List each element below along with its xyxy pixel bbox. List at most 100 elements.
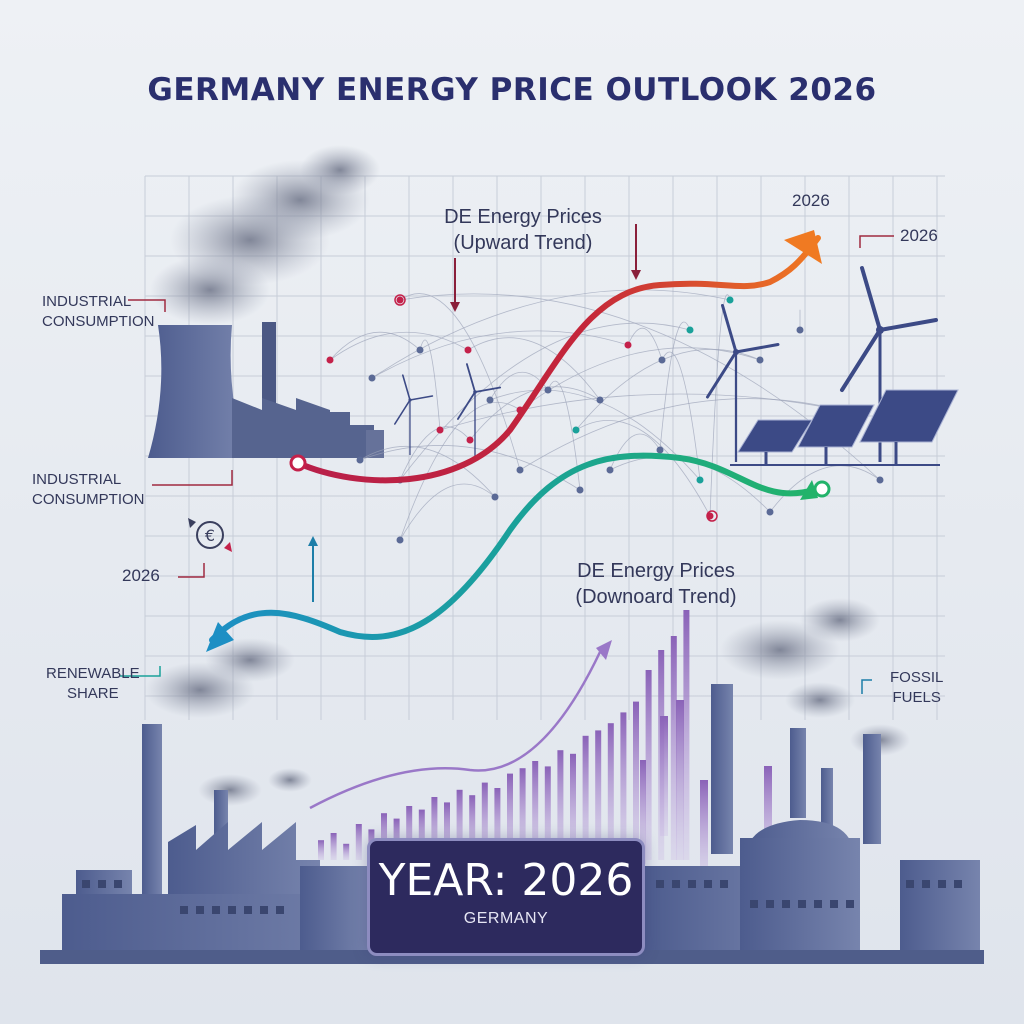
upward-arrow-head	[784, 230, 822, 264]
network-dot	[796, 326, 804, 334]
network-dot	[464, 346, 472, 354]
svg-text:€: €	[205, 526, 215, 545]
bar-column	[570, 753, 576, 860]
bar-column	[660, 716, 668, 836]
network-link	[659, 321, 691, 451]
network-dot	[326, 356, 334, 364]
network-dot	[624, 341, 632, 349]
badge-year: YEAR: 2026	[378, 855, 634, 906]
bar-column	[481, 782, 488, 860]
label-year-top: 2026	[792, 191, 830, 210]
bar-column	[683, 610, 690, 860]
network-link	[371, 330, 629, 379]
network-link	[399, 483, 496, 541]
bar-columns	[318, 610, 772, 880]
power-plant-left	[148, 322, 384, 458]
network-dot	[576, 486, 584, 494]
network-dot	[368, 374, 376, 382]
leader-lines	[120, 235, 894, 694]
bar-column	[633, 701, 639, 860]
network-link	[661, 351, 701, 481]
network-link	[359, 445, 581, 491]
factory-windows	[82, 880, 962, 914]
bar-column	[607, 723, 614, 860]
bar-column	[544, 766, 551, 860]
network-link	[467, 337, 601, 401]
downward-arrow-head	[206, 622, 234, 652]
turbine-blade	[409, 395, 434, 401]
factory-window	[260, 906, 268, 914]
network-dot	[726, 296, 734, 304]
network-dot	[356, 456, 364, 464]
network-link	[329, 331, 469, 361]
turbine-blade	[721, 304, 738, 354]
factory-window	[954, 880, 962, 888]
label-line: INDUSTRIAL	[32, 471, 122, 488]
network-link	[399, 426, 471, 481]
network-dot	[466, 436, 474, 444]
network-lines	[326, 289, 884, 544]
factory-window	[672, 880, 680, 888]
bar-column	[582, 735, 589, 860]
factory-window	[212, 906, 220, 914]
network-link	[575, 420, 711, 517]
network-link	[419, 339, 441, 431]
network-dot	[706, 510, 718, 522]
label-line: CONSUMPTION	[32, 491, 145, 508]
smoke-clouds	[145, 145, 910, 806]
bar-column	[456, 789, 463, 860]
network-link	[439, 393, 841, 431]
purple-trend-arrow	[309, 640, 612, 810]
network-link	[709, 294, 731, 517]
network-dot	[396, 536, 404, 544]
turbine-blade	[456, 391, 476, 420]
bar-column	[640, 760, 646, 864]
factory-window	[906, 880, 914, 888]
factory-window	[798, 900, 806, 908]
downward-trend-curve	[209, 452, 817, 643]
turbine-blade	[393, 399, 411, 425]
bar-column	[381, 813, 387, 860]
network-dot	[686, 326, 694, 334]
turbine-hub	[473, 390, 477, 394]
network-link	[329, 331, 421, 361]
factory-window	[720, 880, 728, 888]
label-fossil-fuels: FOSSIL FUELS	[890, 668, 943, 708]
bar-column	[444, 802, 450, 860]
factory-window	[688, 880, 696, 888]
year-badge: YEAR: 2026 GERMANY	[367, 838, 645, 956]
label-industrial-consumption-mid: INDUSTRIAL CONSUMPTION	[32, 470, 145, 510]
factory-window	[704, 880, 712, 888]
label-line: DE Energy Prices	[577, 560, 735, 582]
label-upward-trend: DE Energy Prices (Upward Trend)	[428, 204, 618, 256]
factory-window	[656, 880, 664, 888]
factory-window	[276, 906, 284, 914]
label-line: INDUSTRIAL	[42, 293, 132, 310]
network-dot	[766, 508, 774, 516]
network-link	[519, 398, 841, 471]
network-dot	[876, 476, 884, 484]
label-line: (Upward Trend)	[453, 232, 593, 254]
network-link	[489, 389, 701, 481]
network-link	[399, 322, 691, 481]
turbine-hub	[733, 349, 739, 355]
label-line: DE Energy Prices	[444, 206, 602, 228]
network-dot	[706, 512, 714, 520]
page-title: GERMANY ENERGY PRICE OUTLOOK 2026	[147, 72, 877, 108]
factory-window	[814, 900, 822, 908]
bar-column	[700, 780, 708, 880]
bar-column	[620, 712, 627, 860]
bar-column	[406, 806, 413, 860]
factory-window	[98, 880, 106, 888]
factory-window	[922, 880, 930, 888]
turbine-blade	[706, 350, 738, 399]
network-dot	[516, 466, 524, 474]
factory-window	[180, 906, 188, 914]
label-line: RENEWABLE	[46, 665, 140, 682]
green-arrow-head	[800, 480, 818, 500]
bar-column	[330, 833, 337, 860]
label-line: SHARE	[66, 685, 119, 702]
factory-window	[782, 900, 790, 908]
factory-window	[228, 906, 236, 914]
